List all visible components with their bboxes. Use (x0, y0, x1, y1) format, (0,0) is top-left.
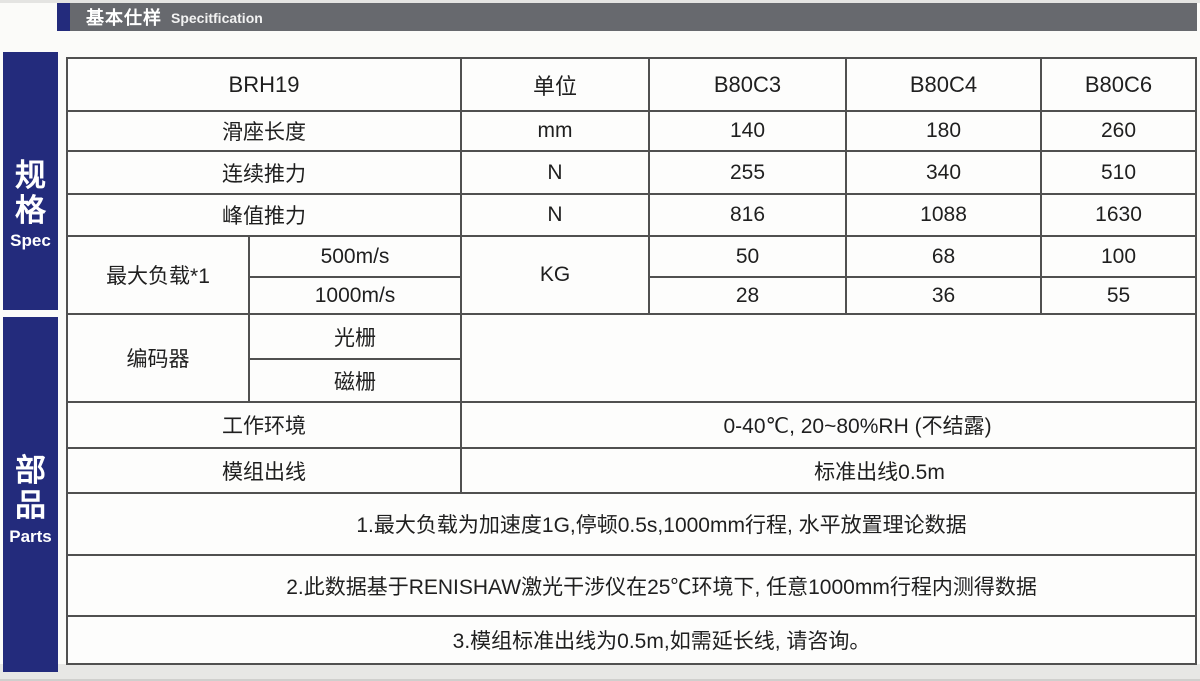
max-load-label: 最大负载*1 (66, 235, 250, 315)
row-continuous-thrust: 连续推力 N 255 340 510 (65, 150, 1198, 195)
encoder-optical-label: 光栅 (247, 313, 463, 360)
sidebar-section-parts: 部品 Parts (3, 317, 58, 672)
column-header-b80c3: B80C3 (648, 57, 848, 112)
row-max-load-500: 最大负载*1 500m/s KG 50 68 100 (66, 235, 1198, 315)
sidebar-section-spec: 规格 Spec (3, 52, 58, 310)
max-load-unit: KG (460, 235, 651, 315)
row-max-load-1000: 1000m/s 28 36 55 (67, 276, 1198, 315)
row-cable: 模组出线 标准出线0.5m (65, 447, 1198, 494)
sidebar-spec-label-zh: 规格 (15, 157, 46, 228)
row-encoder-magnetic: 磁栅 (67, 358, 1196, 403)
column-header-b80c4: B80C4 (845, 57, 1043, 112)
encoder-label: 编码器 (66, 313, 250, 403)
row-slider-length: 滑座长度 mm 140 180 260 (65, 110, 1198, 152)
spec-table: BRH19 单位 B80C3 B80C4 B80C6 滑座长度 mm 140 1… (65, 57, 1198, 665)
environment-value: 0-40℃, 20~80%RH (不结露) (460, 401, 1198, 449)
note-3: 3.模组标准出线为0.5m,如需延长线, 请咨询。 (65, 615, 1198, 665)
title-accent-bar (57, 3, 70, 31)
continuous-thrust-b80c3: 255 (648, 150, 848, 195)
max-load-1000-b80c4: 36 (845, 276, 1043, 315)
sidebar-spec-label-en: Spec (10, 231, 51, 251)
peak-thrust-unit: N (460, 193, 651, 237)
row-environment: 工作环境 0-40℃, 20~80%RH (不结露) (65, 401, 1198, 449)
encoder-empty-cell (460, 313, 1198, 403)
slider-length-b80c4: 180 (845, 110, 1043, 152)
row-encoder-optical: 编码器 光栅 (66, 313, 1198, 403)
column-header-b80c6: B80C6 (1040, 57, 1198, 112)
slider-length-b80c6: 260 (1040, 110, 1198, 152)
slider-length-b80c3: 140 (648, 110, 848, 152)
continuous-thrust-unit: N (460, 150, 651, 195)
continuous-thrust-label: 连续推力 (65, 150, 463, 195)
note-2: 2.此数据基于RENISHAW激光干涉仪在25℃环境下, 任意1000mm行程内… (65, 554, 1198, 617)
unit-header-cell: 单位 (460, 57, 651, 112)
max-load-1000-b80c6: 55 (1040, 276, 1198, 315)
max-load-500-label: 500m/s (247, 235, 463, 278)
continuous-thrust-b80c6: 510 (1040, 150, 1198, 195)
peak-thrust-label: 峰值推力 (65, 193, 463, 237)
section-titlebar: 基本仕样 Specitfication (70, 3, 1197, 31)
section-title-zh: 基本仕样 (86, 8, 162, 28)
environment-label: 工作环境 (65, 401, 463, 449)
cable-label: 模组出线 (65, 447, 463, 494)
continuous-thrust-b80c4: 340 (845, 150, 1043, 195)
max-load-1000-b80c3: 28 (648, 276, 848, 315)
sidebar-parts-label-en: Parts (9, 526, 52, 546)
section-title-en: Specitfication (171, 10, 263, 26)
peak-thrust-b80c3: 816 (648, 193, 848, 237)
encoder-magnetic-label: 磁栅 (247, 358, 463, 403)
model-name-cell: BRH19 (65, 57, 463, 112)
max-load-500-b80c4: 68 (845, 235, 1043, 278)
page-bottom-strip (0, 664, 1200, 681)
max-load-500-b80c3: 50 (648, 235, 848, 278)
row-note-2: 2.此数据基于RENISHAW激光干涉仪在25℃环境下, 任意1000mm行程内… (65, 554, 1198, 617)
peak-thrust-b80c6: 1630 (1040, 193, 1198, 237)
slider-length-label: 滑座长度 (65, 110, 463, 152)
max-load-500-b80c6: 100 (1040, 235, 1198, 278)
row-note-1: 1.最大负载为加速度1G,停顿0.5s,1000mm行程, 水平放置理论数据 (65, 492, 1198, 556)
cable-value: 标准出线0.5m (460, 447, 1198, 494)
max-load-1000-label: 1000m/s (247, 276, 463, 315)
page-top-divider (0, 0, 1200, 3)
sidebar-parts-label-zh: 部品 (15, 453, 46, 523)
row-peak-thrust: 峰值推力 N 816 1088 1630 (65, 193, 1198, 237)
row-note-3: 3.模组标准出线为0.5m,如需延长线, 请咨询。 (65, 615, 1198, 665)
slider-length-unit: mm (460, 110, 651, 152)
table-header-row: BRH19 单位 B80C3 B80C4 B80C6 (65, 57, 1198, 112)
peak-thrust-b80c4: 1088 (845, 193, 1043, 237)
note-1: 1.最大负载为加速度1G,停顿0.5s,1000mm行程, 水平放置理论数据 (65, 492, 1198, 556)
